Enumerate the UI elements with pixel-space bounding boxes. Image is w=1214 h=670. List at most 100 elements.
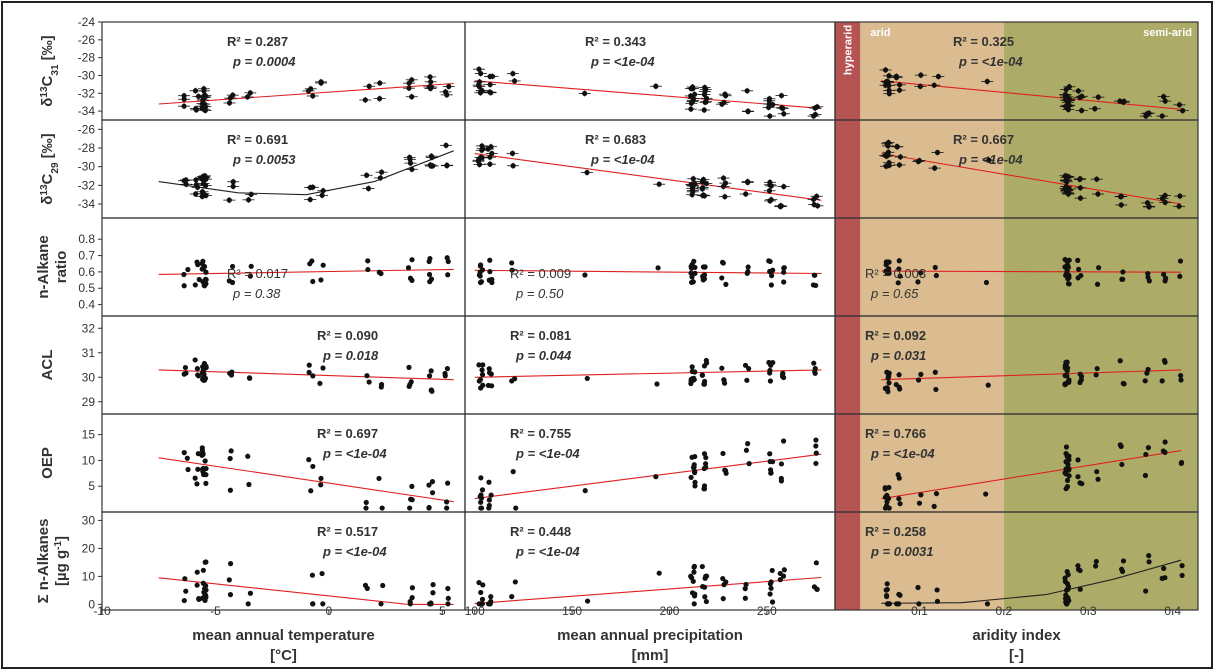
data-point <box>407 275 414 281</box>
data-point <box>478 505 485 511</box>
data-point <box>196 276 202 283</box>
data-point <box>719 275 725 281</box>
x-axis-unit: [°C] <box>270 647 297 664</box>
r-squared-label: R² = 0.697 <box>317 426 378 441</box>
data-point <box>896 475 902 481</box>
data-point <box>811 360 817 366</box>
data-point <box>228 372 235 378</box>
y-tick-label: 31 <box>82 346 96 360</box>
data-point <box>247 273 253 279</box>
data-point <box>689 364 695 370</box>
x-axis-label: mean annual precipitation <box>557 627 743 644</box>
data-point <box>477 262 484 268</box>
data-point <box>897 273 903 279</box>
data-point <box>203 480 209 486</box>
data-point <box>742 595 748 601</box>
y-axis-label: n-Alkaneratio <box>35 235 70 298</box>
data-point <box>688 573 694 579</box>
r-squared-label: R² = 0.683 <box>585 132 646 147</box>
data-point <box>985 382 991 388</box>
data-point <box>181 371 187 377</box>
data-point <box>883 259 889 265</box>
data-point <box>934 598 941 604</box>
data-point <box>509 594 515 600</box>
data-point <box>200 265 207 271</box>
data-point <box>512 376 518 382</box>
data-point <box>405 265 412 271</box>
p-value-label: p = <1e-04 <box>515 446 580 461</box>
data-point <box>745 441 751 447</box>
data-point <box>742 586 748 592</box>
data-point <box>478 601 484 607</box>
data-point <box>1066 597 1072 604</box>
data-point <box>478 495 485 501</box>
r-squared-label: R² = 0.090 <box>317 328 378 343</box>
data-point <box>745 264 751 270</box>
data-point <box>203 269 209 275</box>
data-point <box>380 582 386 589</box>
data-point <box>1075 474 1081 480</box>
data-point <box>933 386 939 393</box>
data-point <box>918 371 924 377</box>
p-value-label: p = <1e-04 <box>515 544 580 559</box>
data-point <box>306 457 312 463</box>
data-point <box>1094 365 1100 372</box>
data-point <box>584 598 591 604</box>
data-point <box>409 585 416 591</box>
data-point <box>512 579 518 585</box>
data-point <box>690 578 696 584</box>
y-tick-label: -28 <box>78 51 96 65</box>
data-point <box>1064 259 1070 265</box>
data-point <box>379 505 385 511</box>
data-point <box>196 596 202 602</box>
data-point <box>885 375 891 381</box>
data-point <box>409 483 415 489</box>
data-point <box>720 596 726 602</box>
fit-line <box>881 369 1182 381</box>
data-point <box>228 448 234 454</box>
x-tick-label: 5 <box>439 604 446 618</box>
fit-line <box>158 457 454 503</box>
y-tick-label: 20 <box>82 541 96 555</box>
data-point <box>813 450 819 456</box>
data-point <box>812 272 818 278</box>
data-point <box>769 273 775 279</box>
data-point <box>1064 268 1070 274</box>
x-tick-label: 0.2 <box>995 604 1012 618</box>
data-point <box>195 262 201 268</box>
data-point <box>192 357 198 363</box>
x-axis-unit: [-] <box>1009 647 1024 664</box>
data-point <box>702 594 708 600</box>
data-point <box>365 266 371 273</box>
data-point <box>426 482 432 488</box>
data-point <box>306 362 312 368</box>
data-point <box>813 437 819 443</box>
data-point <box>1120 558 1127 564</box>
y-tick-label: -26 <box>78 122 96 136</box>
data-point <box>479 367 485 373</box>
x-tick-label: -5 <box>210 604 221 618</box>
data-point <box>310 601 316 607</box>
data-point <box>195 451 201 457</box>
data-point <box>777 570 783 577</box>
data-point <box>1075 275 1081 281</box>
fit-line <box>474 153 822 201</box>
data-point <box>1161 271 1167 278</box>
data-point <box>229 263 236 270</box>
fit-line <box>158 369 454 381</box>
data-point <box>655 265 661 271</box>
data-point <box>1063 466 1069 473</box>
data-point <box>1066 281 1072 287</box>
data-point <box>720 450 726 457</box>
data-point <box>896 266 902 272</box>
data-point <box>720 260 726 266</box>
data-point <box>320 365 326 371</box>
data-point <box>488 492 494 498</box>
data-point <box>318 475 324 482</box>
data-point <box>701 451 708 457</box>
data-point <box>1120 269 1126 275</box>
data-point <box>1094 281 1101 287</box>
data-point <box>407 381 413 388</box>
data-point <box>691 569 697 575</box>
